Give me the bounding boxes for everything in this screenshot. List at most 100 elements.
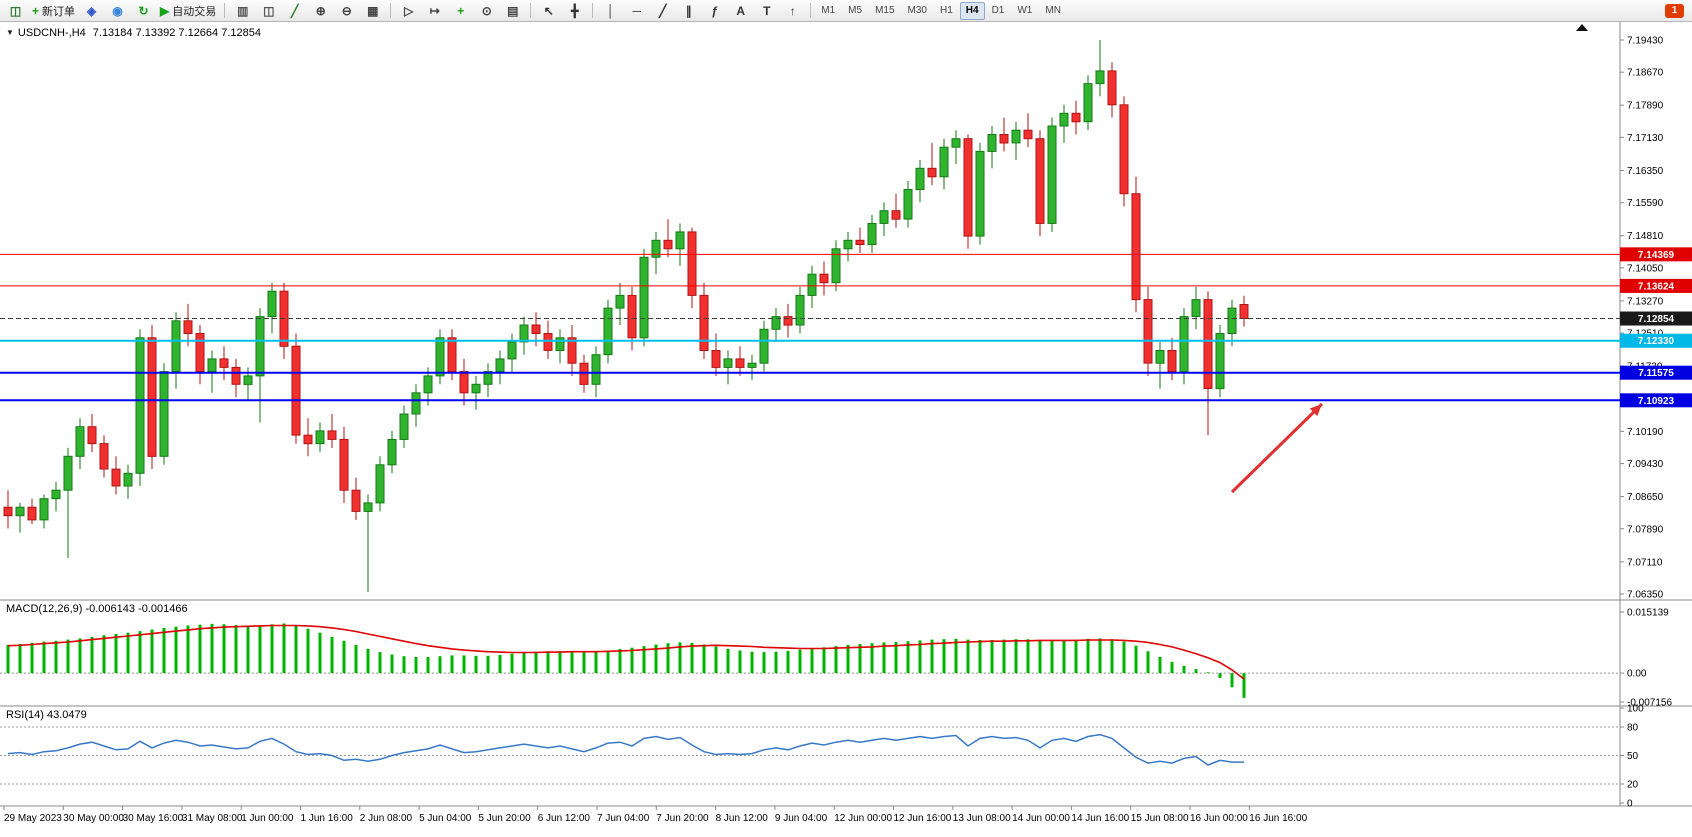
channel-button[interactable]: ∥	[676, 1, 701, 21]
crosshair-icon: ╋	[571, 3, 579, 18]
candle	[1191, 299, 1201, 318]
candle	[459, 371, 469, 394]
candle	[1119, 104, 1129, 195]
candle	[639, 256, 649, 339]
time-axis-label: 13 Jun 08:00	[953, 813, 1011, 824]
candle	[567, 337, 577, 364]
timeframe-m15[interactable]: M15	[875, 5, 895, 16]
candle	[1179, 316, 1189, 373]
macd-scale-label: 0.015139	[1627, 608, 1669, 619]
candle	[207, 358, 217, 373]
candle	[975, 150, 985, 237]
trend-arrow[interactable]	[1230, 402, 1324, 494]
periods-icon: ⊙	[481, 3, 492, 18]
indicators-button[interactable]: +	[448, 1, 473, 21]
support-line-cyan-box[interactable]	[1620, 333, 1692, 348]
line-chart-button[interactable]: ╱	[282, 1, 307, 21]
toolbar: ◫ + 新订单 ◈ ◉ ↻ ▶ 自动交易 ▥ ◫ ╱ ⊕ ⊖ ▦ ▷ ↦ + ⊙ ▤ ↖ ╋ │ ─ ╱ ∥ ƒ A T ↑ M1 M5 M…	[0, 0, 1692, 22]
candle	[903, 189, 913, 220]
candle	[303, 434, 313, 445]
fibonacci-button[interactable]: ƒ	[702, 1, 727, 21]
market-watch-button[interactable]: ◈	[79, 1, 104, 21]
candle	[183, 320, 193, 334]
candle	[63, 455, 73, 491]
support-line-blue-upper-box[interactable]	[1620, 365, 1692, 380]
auto-trading-button[interactable]: ▶ 自动交易	[157, 1, 219, 21]
crosshair-button[interactable]: ╋	[562, 1, 587, 21]
templates-button[interactable]: ▤	[500, 1, 525, 21]
candle	[531, 324, 541, 334]
candle	[1083, 83, 1093, 123]
resistance-line-lower-box[interactable]	[1620, 278, 1692, 293]
panel-borders	[0, 22, 1692, 807]
tile-windows-button[interactable]: ▦	[360, 1, 385, 21]
time-axis-label: 30 May 16:00	[123, 813, 184, 824]
horizontal-line-button[interactable]: ─	[624, 1, 649, 21]
resistance-line-upper-box[interactable]	[1620, 247, 1692, 262]
data-window-button[interactable]: ◉	[105, 1, 130, 21]
candle	[15, 506, 25, 517]
time-axis-label: 31 May 08:00	[182, 813, 243, 824]
trendline-icon: ╱	[659, 3, 667, 18]
support-line-blue-lower-box[interactable]	[1620, 393, 1692, 408]
timeframe-w1[interactable]: W1	[1017, 5, 1033, 16]
timeframe-h1[interactable]: H1	[939, 5, 953, 16]
candle	[987, 134, 997, 152]
scroll-to-end-marker[interactable]	[1576, 24, 1588, 31]
chart-shift-button[interactable]: ↦	[422, 1, 447, 21]
candle	[867, 222, 877, 246]
candle	[255, 316, 265, 377]
timeframe-m30[interactable]: M30	[907, 5, 927, 16]
timeframe-d1[interactable]: D1	[991, 5, 1005, 16]
toolbar-separator	[592, 3, 594, 18]
text-button[interactable]: A	[728, 1, 753, 21]
vertical-line-button[interactable]: │	[598, 1, 623, 21]
candle	[1239, 304, 1249, 319]
auto-scroll-button[interactable]: ▷	[396, 1, 421, 21]
text-label-button[interactable]: T	[754, 1, 779, 21]
candle	[699, 294, 709, 351]
candle	[591, 354, 601, 385]
timeframe-m1[interactable]: M1	[821, 5, 836, 16]
fibonacci-icon: ƒ	[711, 3, 719, 18]
price-scale[interactable]: 7.19430 7.18670 7.17890 7.17130 7.16350 7.155…	[1620, 36, 1664, 601]
new-chart-button[interactable]: ◫	[3, 1, 28, 21]
timeframe-mn[interactable]: MN	[1045, 5, 1061, 16]
notifications-badge[interactable]: 1	[1665, 3, 1684, 18]
rsi-label: RSI(14) 43.0479	[6, 709, 87, 721]
periods-button[interactable]: ⊙	[474, 1, 499, 21]
horizontal-line-icon: ─	[632, 3, 641, 18]
zoom-in-button[interactable]: ⊕	[308, 1, 333, 21]
price-axis-label: 7.13270	[1627, 296, 1664, 307]
candle	[87, 426, 97, 445]
candle	[1059, 112, 1069, 127]
zoom-out-button[interactable]: ⊖	[334, 1, 359, 21]
candle	[1035, 138, 1045, 224]
candle	[519, 324, 529, 343]
one-click-trading-toggle[interactable]: ▼	[6, 28, 14, 37]
cursor-icon: ↖	[543, 3, 554, 18]
timeframe-m5[interactable]: M5	[848, 5, 863, 16]
candle	[219, 358, 229, 368]
trendline-button[interactable]: ╱	[650, 1, 675, 21]
candlestick-chart-button[interactable]: ◫	[256, 1, 281, 21]
current-price-line-box[interactable]	[1620, 311, 1692, 326]
candle	[819, 273, 829, 284]
candle	[99, 443, 109, 470]
candle	[603, 307, 613, 356]
cursor-button[interactable]: ↖	[536, 1, 561, 21]
time-axis-label: 12 Jun 00:00	[834, 813, 892, 824]
timeframe-h4[interactable]: H4	[959, 1, 985, 20]
refresh-button[interactable]: ↻	[131, 1, 156, 21]
price-axis-label: 7.16350	[1627, 166, 1664, 177]
candle	[843, 239, 853, 250]
chart-symbol-period: USDCNH-,H4	[17, 27, 86, 39]
price-lines[interactable]: 7.14369 7.13624 7.12854 7.12330 7.11575 7.109…	[0, 247, 1692, 408]
bar-chart-button[interactable]: ▥	[230, 1, 255, 21]
candle	[939, 146, 949, 178]
arrows-button[interactable]: ↑	[780, 1, 805, 21]
new-order-button[interactable]: + 新订单	[29, 1, 78, 21]
chart-canvas[interactable]: 7.19430 7.18670 7.17890 7.17130 7.16350 7.155…	[0, 22, 1692, 837]
candle	[243, 375, 253, 385]
